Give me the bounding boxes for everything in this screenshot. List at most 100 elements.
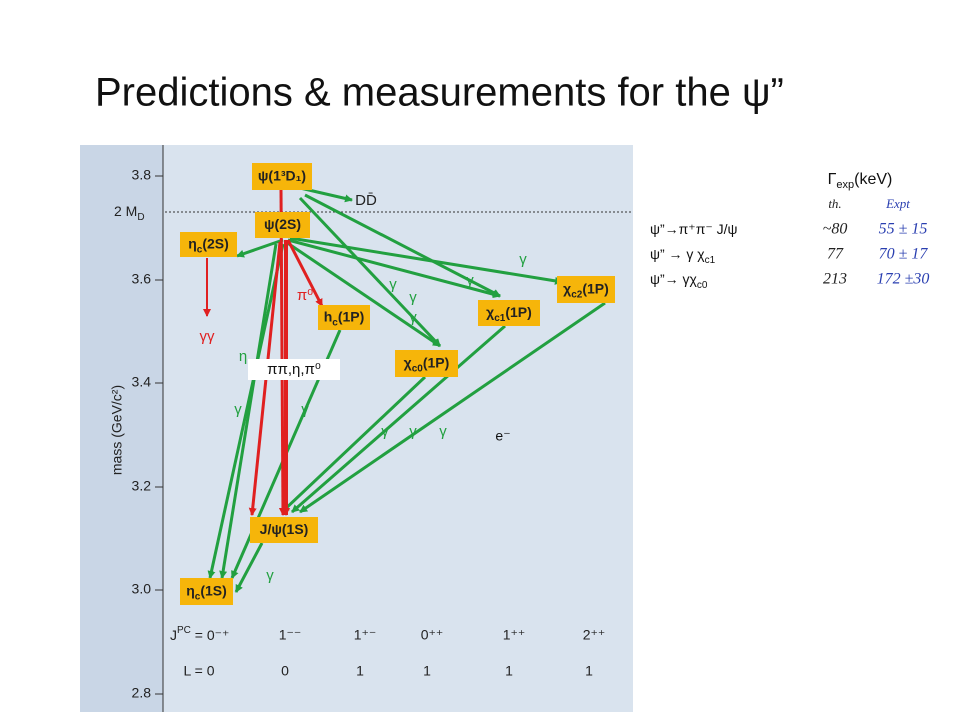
state-label: χc1(1P) <box>486 304 532 324</box>
slide-title: Predictions & measurements for the ψ” <box>95 71 784 115</box>
y-tick-label: 3.4 <box>132 374 152 390</box>
y-tick-label: 3.8 <box>132 167 152 183</box>
text-part: ψ” → γ χ <box>650 246 705 262</box>
transition-label: γ <box>381 423 389 440</box>
transition-arrow <box>234 542 264 593</box>
text-part: c0 <box>697 280 708 291</box>
transition-arrow <box>289 236 563 285</box>
threshold-label: 2 MD <box>114 203 145 223</box>
text-part: ψ”→ γχ <box>650 271 698 287</box>
jpc-value: 1⁻⁻ <box>279 627 302 643</box>
transition-label: γ <box>439 423 447 440</box>
text-part: (1P) <box>505 304 531 320</box>
state-label: ηc(2S) <box>188 235 229 255</box>
state-box <box>318 305 370 330</box>
text-part: D <box>137 212 144 223</box>
text-part: = 0⁻⁺ <box>191 627 230 643</box>
transition-arrow <box>287 238 501 299</box>
l-value: 1 <box>423 663 431 679</box>
transition-label: π⁰ <box>297 287 313 304</box>
text-part: η <box>186 582 195 598</box>
state-box <box>255 212 310 238</box>
column-header: th. <box>828 196 841 211</box>
state-box <box>180 578 233 605</box>
transition-label: γ <box>234 401 242 418</box>
state-label: ψ(1³D₁) <box>258 167 306 183</box>
state-label: ψ(2S) <box>264 216 301 232</box>
expt-value: 55 ± 15 <box>879 221 928 238</box>
text-part: (1P) <box>338 308 364 324</box>
transition-label: DD̄ <box>355 192 377 209</box>
text-part: PC <box>177 625 191 636</box>
text-part: J/ψ(1S) <box>260 521 309 537</box>
text-part: h <box>324 308 333 324</box>
transition-label: γ <box>409 309 417 326</box>
l-value: 1 <box>505 663 513 679</box>
text-part: ψ(1³D₁) <box>258 167 306 183</box>
l-value: 1 <box>356 663 364 679</box>
transition-arrow <box>299 301 606 514</box>
theory-value: 213 <box>823 271 847 288</box>
state-label: χc0(1P) <box>404 354 450 374</box>
transition-arrow <box>298 196 442 348</box>
state-box <box>250 517 318 543</box>
transition-arrow <box>291 324 506 514</box>
transition-label: γ <box>266 567 274 584</box>
transition-arrow <box>207 243 285 579</box>
jpc-value: 1⁺⁺ <box>503 627 526 643</box>
l-value: L = 0 <box>183 663 214 679</box>
transition-label: γ <box>466 272 474 289</box>
text-part: (2S) <box>202 235 228 251</box>
expt-value: 70 ± 17 <box>879 246 929 263</box>
text-part: η <box>188 235 197 251</box>
jpc-value: 0⁺⁺ <box>421 627 444 643</box>
state-label: J/ψ(1S) <box>260 521 309 537</box>
transition-arrow <box>219 243 278 579</box>
y-tick-label: 3.6 <box>132 271 152 287</box>
text-part: χ <box>486 304 494 320</box>
text-part: c1 <box>494 313 506 324</box>
text-part: (keV) <box>854 171 892 188</box>
state-box <box>252 163 312 190</box>
transition-arrow <box>285 240 441 348</box>
text-part: 2 M <box>114 203 137 219</box>
text-part: χ <box>563 280 571 296</box>
state-box <box>180 232 237 257</box>
text-part: J <box>170 627 177 643</box>
text-part: c0 <box>412 363 424 374</box>
text-part: (1P) <box>582 280 608 296</box>
theory-value: ~80 <box>823 221 848 238</box>
state-box <box>478 300 540 326</box>
text-part: c1 <box>705 255 716 266</box>
decay: ψ”→π⁺π⁻ J/ψ <box>650 221 738 237</box>
transition-arrow <box>280 375 427 514</box>
transition-label: γ <box>301 401 309 418</box>
transition-label: ππ,η,π⁰ <box>267 361 321 378</box>
text-part: c <box>332 317 338 328</box>
l-value: 1 <box>585 663 593 679</box>
transition-label: γγ <box>200 328 216 345</box>
transition-arrow <box>236 238 284 258</box>
text-part: (1P) <box>423 354 449 370</box>
state-label: hc(1P) <box>324 308 365 328</box>
transition-label: η <box>239 348 247 365</box>
y-tick-label: 3.2 <box>132 478 152 494</box>
transition-arrow <box>278 189 287 516</box>
transition-label: γ <box>409 289 417 306</box>
expt-value: 172 ±30 <box>877 271 930 288</box>
decay: ψ” → γ χc1 <box>650 246 716 266</box>
state-box <box>395 350 458 377</box>
state-label: ηc(1S) <box>186 582 227 602</box>
text-part: c <box>195 591 201 602</box>
y-tick-label: 2.8 <box>132 685 152 701</box>
electron-label: e⁻ <box>495 428 510 444</box>
transition-label: γ <box>519 251 527 268</box>
theory-value: 77 <box>827 246 844 263</box>
jpc-value: 1⁺⁻ <box>354 627 377 643</box>
decay: ψ”→ γχc0 <box>650 271 708 291</box>
jpc-value: 2⁺⁺ <box>583 627 606 643</box>
column-header: Expt <box>885 196 910 211</box>
state-label: χc2(1P) <box>563 280 609 300</box>
text-part: c2 <box>571 289 583 300</box>
